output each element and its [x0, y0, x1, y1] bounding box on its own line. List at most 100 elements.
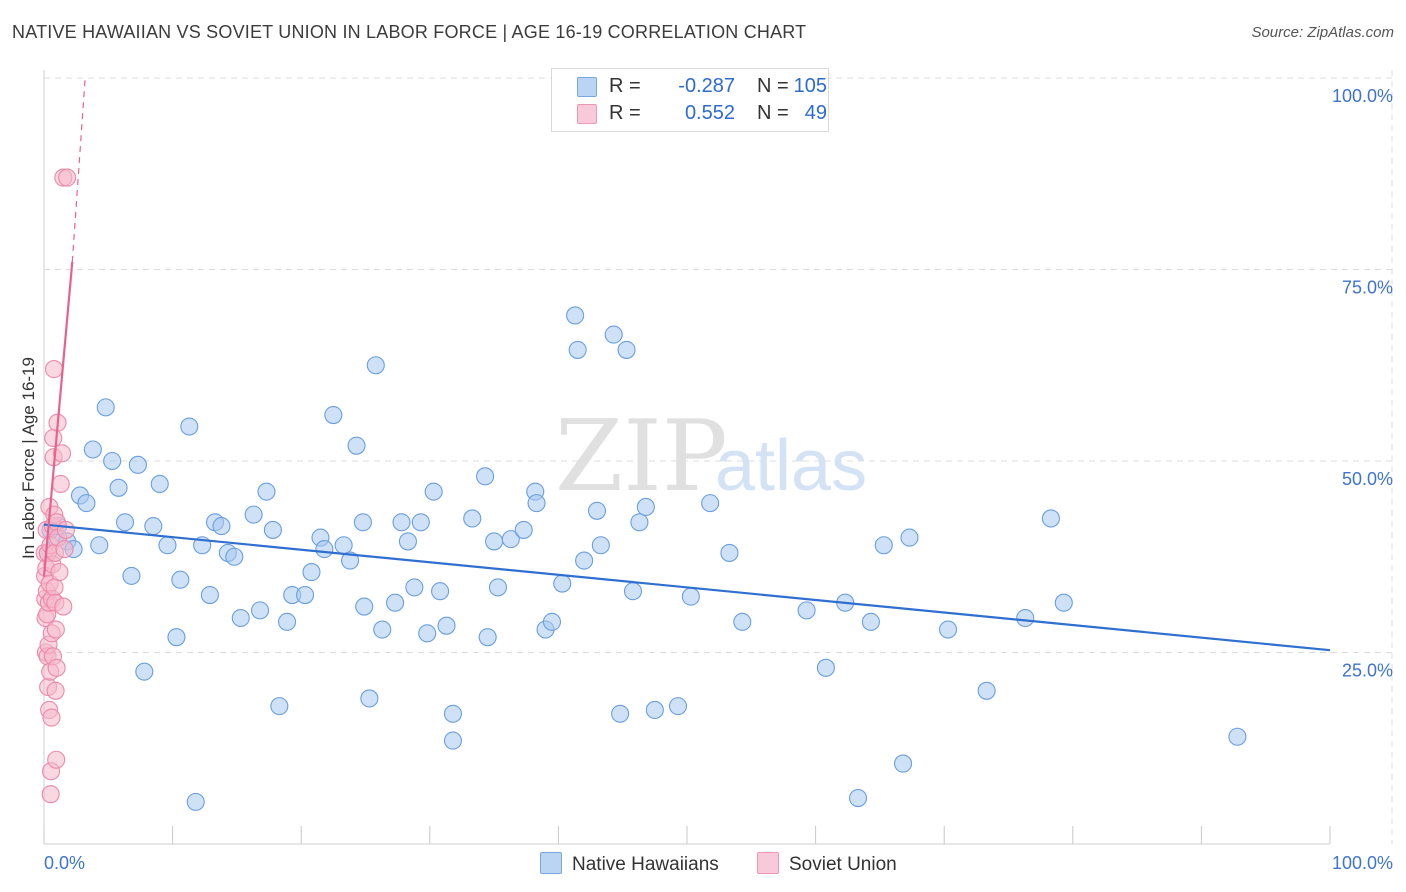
- native-hawaiian-point: [167, 628, 186, 647]
- native-hawaiian-point: [366, 356, 385, 375]
- soviet-union-point: [54, 597, 73, 616]
- soviet-union-point: [46, 620, 65, 639]
- native-hawaiian-point: [109, 478, 128, 497]
- series-label: Native Hawaiians: [572, 854, 719, 875]
- trend-layer: [42, 77, 1331, 652]
- native-hawaiian-point: [135, 662, 154, 681]
- soviet-union-point: [46, 681, 65, 700]
- native-hawaiian-point: [392, 513, 411, 532]
- native-hawaiian-point: [302, 563, 321, 582]
- native-hawaiian-point: [575, 551, 594, 570]
- legend-n-value: 105: [793, 75, 827, 97]
- native-hawaiian-point: [553, 574, 572, 593]
- soviet-union-point: [52, 444, 72, 463]
- native-hawaiian-point: [411, 513, 430, 532]
- soviet-union-point: [56, 520, 75, 539]
- native-hawaiian-point: [816, 658, 835, 677]
- soviet-union-point: [55, 540, 74, 559]
- native-hawaiian-point: [623, 582, 643, 601]
- native-hawaiian-point: [514, 520, 533, 539]
- native-hawaiian-point: [171, 570, 190, 589]
- watermark: ZIP atlas: [555, 400, 867, 514]
- series-swatch-pink: [757, 852, 779, 874]
- legend-r-value: 0.552: [684, 102, 735, 124]
- native-hawaiian-point: [296, 585, 315, 605]
- native-hawaiian-point: [225, 547, 244, 566]
- x-tick-label: 100.0%: [1332, 853, 1393, 873]
- legend-swatch-blue: [577, 77, 597, 97]
- native-hawaiian-point: [83, 440, 102, 459]
- correlation-legend: R = -0.287 N = 105 R = 0.552 N = 49: [551, 68, 829, 132]
- native-hawaiian-point: [848, 788, 868, 808]
- native-hawaiian-point: [1054, 593, 1073, 612]
- native-hawaiian-point: [542, 612, 562, 631]
- series-label: Soviet Union: [789, 854, 897, 875]
- soviet-union-point: [47, 750, 66, 769]
- soviet-union-point: [42, 708, 61, 727]
- native-hawaiian-point: [568, 340, 587, 359]
- native-hawaiian-point: [150, 474, 169, 494]
- native-hawaiian-point: [861, 612, 880, 631]
- y-tick-label: 75.0%: [1342, 278, 1393, 298]
- native-hawaiian-point: [373, 620, 392, 639]
- native-hawaiian-point: [797, 601, 816, 620]
- soviet-union-point: [44, 360, 64, 379]
- native-hawaiian-point: [418, 624, 437, 643]
- native-hawaiian-point: [324, 405, 343, 425]
- native-hawaiian-point: [587, 501, 607, 520]
- native-hawaiian-point: [733, 612, 752, 631]
- y-axis-title: In Labor Force | Age 16-19: [19, 357, 38, 559]
- series-legend-native-hawaiians: Native Hawaiians: [540, 852, 719, 876]
- native-hawaiian-point: [270, 697, 289, 716]
- legend-n-label: N =: [757, 102, 789, 124]
- chart-title: NATIVE HAWAIIAN VS SOVIET UNION IN LABOR…: [12, 22, 807, 42]
- native-hawaiian-point: [115, 513, 135, 532]
- native-hawaiian-point: [604, 325, 623, 344]
- native-hawaiian-point: [463, 509, 482, 528]
- native-hawaiian-point: [701, 494, 720, 513]
- native-hawaiian-point: [103, 451, 122, 471]
- native-hawaiian-point: [636, 497, 655, 517]
- soviet-union-trendline: [42, 261, 74, 577]
- source-credit: Source: ZipAtlas.com: [1251, 24, 1394, 41]
- native-hawaiian-point: [341, 551, 360, 570]
- native-hawaiian-point: [566, 306, 585, 325]
- series-swatch-blue: [540, 852, 562, 874]
- legend-r-value: -0.287: [678, 75, 735, 97]
- grid-layer: [44, 77, 1392, 653]
- native-hawaiian-point: [443, 731, 462, 750]
- native-hawaiian-point: [874, 536, 893, 555]
- watermark-atlas: atlas: [715, 426, 867, 506]
- native-hawaiian-point: [244, 505, 263, 524]
- native-hawaiian-point: [360, 689, 379, 708]
- label-layer: 25.0% 50.0% 75.0% 100.0% 0.0% 100.0% In Labor …: [19, 86, 1393, 873]
- native-hawaiian-point: [96, 398, 115, 417]
- native-hawaiian-point: [1041, 509, 1060, 528]
- soviet-union-point: [44, 428, 63, 448]
- native-hawaiian-point: [424, 482, 443, 501]
- native-hawaiian-point: [158, 536, 177, 555]
- soviet-union-trendline-extension: [71, 77, 86, 262]
- legend-swatch-pink: [577, 104, 597, 124]
- native-hawaiian-point: [1228, 727, 1247, 746]
- native-hawaiian-trendline: [43, 523, 1331, 652]
- native-hawaiian-point: [939, 620, 958, 639]
- native-hawaiian-point: [90, 536, 109, 555]
- native-hawaiian-point: [611, 704, 630, 723]
- y-tick-label: 50.0%: [1342, 469, 1393, 489]
- legend-n-label: N =: [757, 75, 789, 97]
- native-hawaiian-point: [501, 530, 520, 549]
- native-hawaiian-point: [250, 601, 270, 620]
- native-hawaiian-point: [681, 587, 700, 606]
- native-hawaiian-point: [315, 540, 334, 559]
- native-hawaiian-point: [263, 520, 282, 539]
- native-hawaiian-point: [128, 455, 147, 474]
- native-hawaiian-point: [977, 681, 996, 700]
- soviet-union-point: [47, 658, 66, 677]
- native-hawaiian-point: [485, 532, 504, 551]
- soviet-union-point: [45, 578, 64, 597]
- soviet-union-point: [50, 563, 69, 582]
- y-tick-label: 100.0%: [1332, 86, 1393, 106]
- native-hawaiian-point: [398, 532, 417, 551]
